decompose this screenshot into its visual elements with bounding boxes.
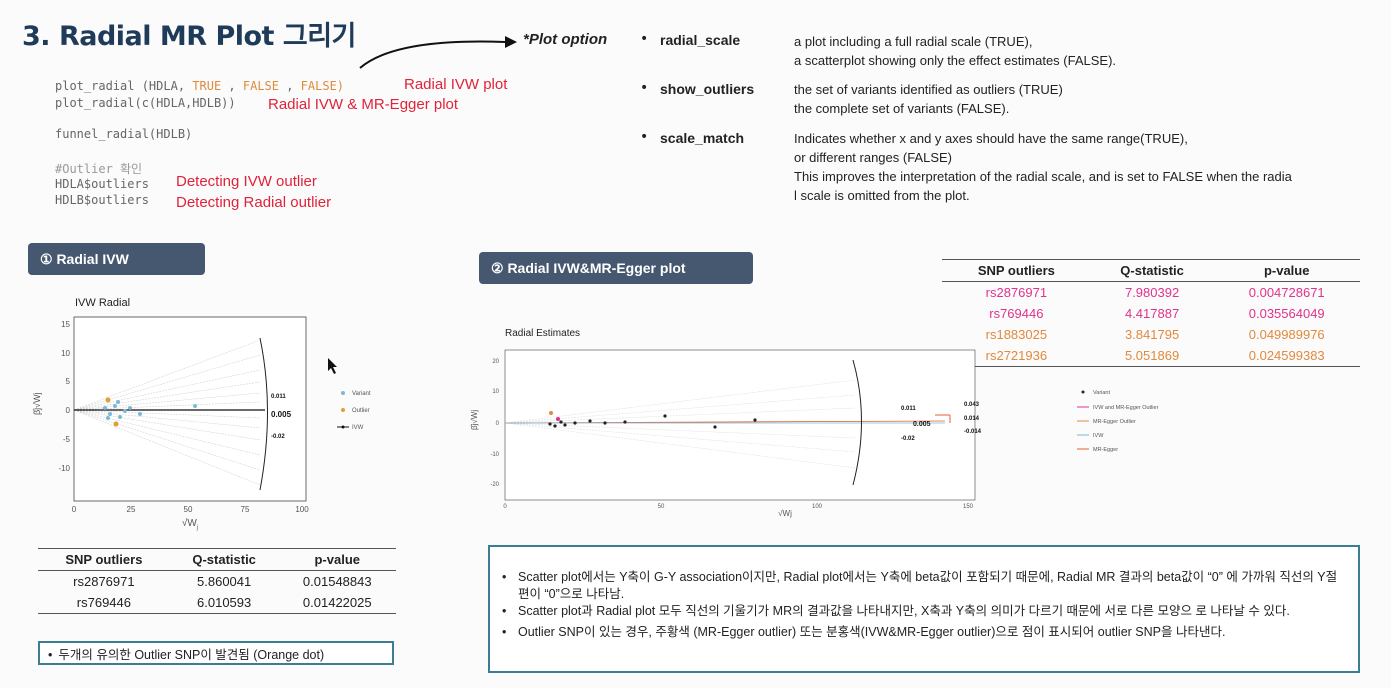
section-pill-ivw-egger: ② Radial IVW&MR-Egger plot bbox=[479, 252, 753, 284]
svg-text:MR-Egger Outlier: MR-Egger Outlier bbox=[1093, 419, 1136, 425]
table-row: rs2721936 5.051869 0.024599383 bbox=[942, 345, 1360, 367]
bullet: • bbox=[640, 129, 649, 145]
svg-text:50: 50 bbox=[184, 505, 193, 514]
radial-estimates-plot: Radial Estimates 20 10 0 -10 -20 0 50 10… bbox=[470, 328, 1159, 518]
svg-text:IVW: IVW bbox=[352, 425, 364, 431]
page-title: 3. Radial MR Plot 그리기 bbox=[22, 21, 356, 52]
svg-text:IVW and MR-Egger Outlier: IVW and MR-Egger Outlier bbox=[1093, 405, 1159, 411]
mouse-cursor-icon bbox=[328, 358, 337, 374]
svg-text:0.011: 0.011 bbox=[271, 394, 286, 400]
svg-text:10: 10 bbox=[61, 349, 70, 358]
code-line-1: plot_radial (HDLA, TRUE , FALSE , FALSE) bbox=[55, 79, 345, 93]
svg-text:50: 50 bbox=[658, 504, 665, 510]
svg-text:-10: -10 bbox=[58, 464, 70, 473]
bullet: • bbox=[640, 31, 649, 47]
plot-title: IVW Radial bbox=[75, 297, 130, 309]
code-line-4: #Outlier 확인 bbox=[55, 162, 143, 176]
egger-outlier-table: SNP outliers Q-statistic p-value rs28769… bbox=[942, 259, 1360, 367]
option-desc-show-outliers: the set of variants identified as outlie… bbox=[794, 82, 1063, 116]
option-name-scale-match: scale_match bbox=[660, 130, 745, 146]
svg-text:Variant: Variant bbox=[1093, 390, 1110, 396]
svg-text:√Wj: √Wj bbox=[182, 517, 198, 531]
option-desc-radial-scale: a plot including a full radial scale (TR… bbox=[794, 34, 1117, 68]
table-row: rs2876971 5.860041 0.01548843 bbox=[73, 574, 372, 589]
code-note-2: Radial IVW & MR-Egger plot bbox=[268, 96, 459, 113]
svg-text:75: 75 bbox=[241, 505, 250, 514]
svg-text:-20: -20 bbox=[490, 482, 499, 488]
code-note-5: Detecting IVW outlier bbox=[176, 173, 317, 190]
svg-text:-0.02: -0.02 bbox=[271, 434, 285, 440]
curved-arrow-icon bbox=[359, 36, 517, 69]
svg-text:IVW: IVW bbox=[1093, 433, 1104, 439]
ivw-note-box: • 두개의 유의한 Outlier SNP이 발견됨 (Orange dot) bbox=[38, 641, 394, 665]
ivw-radial-plot: IVW Radial 0.011 0.005 -0.02 15 10 5 0 -… bbox=[32, 297, 371, 531]
table-row: rs769446 6.010593 0.01422025 bbox=[38, 592, 396, 614]
code-note-6: Detecting Radial outlier bbox=[176, 194, 332, 211]
svg-text:0.005: 0.005 bbox=[913, 421, 931, 428]
svg-text:Variant: Variant bbox=[352, 391, 371, 397]
egger-note-box: • Scatter plot에서는 Y축이 G-Y association이지만,… bbox=[488, 545, 1360, 673]
option-name-show-outliers: show_outliers bbox=[660, 81, 755, 97]
svg-text:MR-Egger: MR-Egger bbox=[1093, 447, 1118, 453]
svg-text:0: 0 bbox=[496, 421, 500, 427]
svg-text:-0.014: -0.014 bbox=[964, 429, 982, 435]
svg-text:0.005: 0.005 bbox=[271, 410, 292, 419]
svg-text:10: 10 bbox=[492, 389, 499, 395]
ivw-outlier-table: SNP outliers Q-statistic p-value rs28769… bbox=[38, 548, 396, 614]
code-line-6: HDLB$outliers bbox=[55, 193, 149, 207]
plot-option-heading: *Plot option bbox=[523, 31, 608, 48]
table-row: rs769446 4.417887 0.035564049 bbox=[989, 306, 1325, 321]
option-desc-scale-match: Indicates whether x and y axes should ha… bbox=[794, 131, 1292, 203]
code-line-5: HDLA$outliers bbox=[55, 177, 149, 191]
svg-text:5: 5 bbox=[66, 377, 71, 386]
svg-text:-5: -5 bbox=[63, 435, 71, 444]
bullet: • bbox=[640, 80, 649, 96]
option-name-radial-scale: radial_scale bbox=[660, 32, 741, 48]
svg-text:0: 0 bbox=[72, 505, 77, 514]
svg-text:0.014: 0.014 bbox=[964, 416, 980, 422]
svg-text:Radial Estimates: Radial Estimates bbox=[505, 328, 580, 339]
svg-text:20: 20 bbox=[492, 359, 499, 365]
svg-text:√Wj: √Wj bbox=[778, 509, 792, 518]
svg-text:100: 100 bbox=[295, 505, 309, 514]
list-item: • Scatter plot에서는 Y축이 G-Y association이지만,… bbox=[502, 570, 1338, 601]
svg-text:-0.02: -0.02 bbox=[901, 436, 915, 442]
svg-text:15: 15 bbox=[61, 320, 70, 329]
svg-text:-10: -10 bbox=[490, 452, 499, 458]
svg-text:β̂j√Wj: β̂j√Wj bbox=[470, 410, 479, 430]
code-line-2: plot_radial(c(HDLA,HDLB)) bbox=[55, 96, 236, 110]
svg-text:0: 0 bbox=[66, 406, 71, 415]
section-pill-radial-ivw: ① Radial IVW bbox=[28, 243, 205, 275]
table-row: rs2876971 7.980392 0.004728671 bbox=[985, 285, 1325, 300]
svg-text:β̂j√Wj: β̂j√Wj bbox=[32, 392, 42, 415]
code-line-3: funnel_radial(HDLB) bbox=[55, 127, 193, 141]
svg-text:25: 25 bbox=[127, 505, 136, 514]
list-item: • Outlier SNP이 있는 경우, 주황색 (MR-Egger outli… bbox=[502, 625, 1226, 639]
table-row: rs1883025 3.841795 0.049989976 bbox=[985, 327, 1325, 342]
svg-text:150: 150 bbox=[963, 504, 974, 510]
svg-text:Outlier: Outlier bbox=[352, 408, 370, 414]
code-note-1: Radial IVW plot bbox=[404, 76, 508, 93]
svg-text:0.011: 0.011 bbox=[901, 406, 916, 412]
list-item: • Scatter plot과 Radial plot 모두 직선의 기울기가 M… bbox=[502, 604, 1290, 618]
svg-text:0.043: 0.043 bbox=[964, 402, 980, 408]
svg-text:100: 100 bbox=[812, 504, 823, 510]
svg-text:0: 0 bbox=[503, 504, 507, 510]
